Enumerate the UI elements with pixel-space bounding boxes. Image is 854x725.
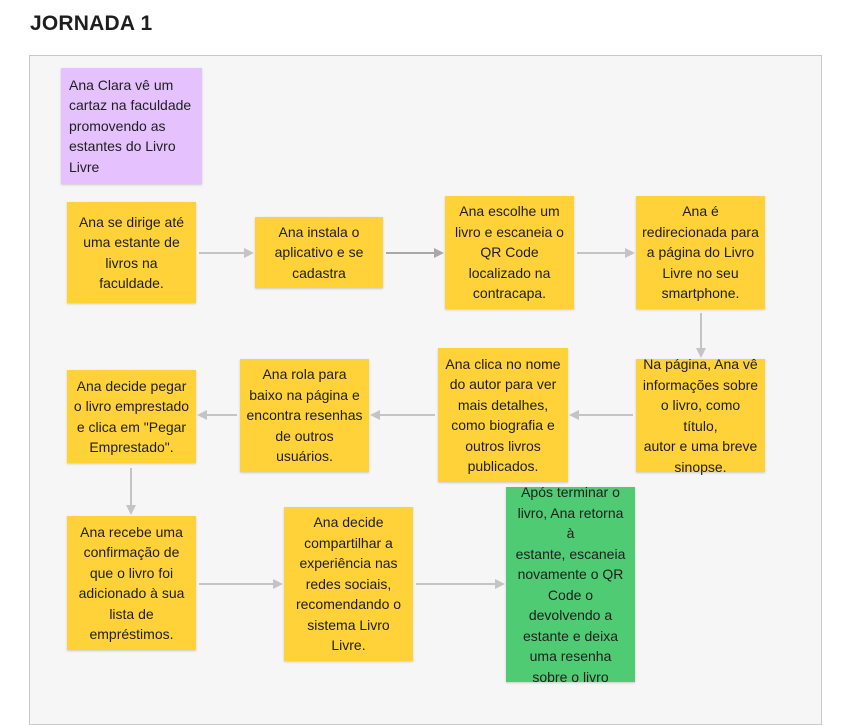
sticky-note-step10[interactable]: Ana decide compartilhar a experiência na… bbox=[284, 507, 413, 661]
sticky-note-step2[interactable]: Ana instala o aplicativo e se cadastra bbox=[255, 217, 383, 288]
sticky-note-step6[interactable]: Ana clica no nome do autor para ver mais… bbox=[438, 348, 568, 482]
sticky-note-step3[interactable]: Ana escolhe um livro e escaneia o QR Cod… bbox=[445, 196, 574, 309]
sticky-note-step11[interactable]: Após terminar o livro, Ana retorna à est… bbox=[506, 484, 635, 685]
sticky-note-step5[interactable]: Na página, Ana vê informações sobre o li… bbox=[636, 356, 765, 475]
sticky-note-intro[interactable]: Ana Clara vê um cartaz na faculdade prom… bbox=[61, 68, 202, 184]
sticky-note-step9[interactable]: Ana recebe uma confirmação de que o livr… bbox=[67, 516, 196, 650]
flow-arrows bbox=[126, 248, 706, 589]
sticky-note-step4[interactable]: Ana é redirecionada para a página do Liv… bbox=[636, 196, 765, 309]
sticky-note-step7[interactable]: Ana rola para baixo na página e encontra… bbox=[240, 359, 369, 472]
page-title: JORNADA 1 bbox=[30, 12, 153, 35]
sticky-note-step8[interactable]: Ana decide pegar o livro emprestado e cl… bbox=[67, 370, 196, 463]
sticky-note-step1[interactable]: Ana se dirige até uma estante de livros … bbox=[67, 202, 196, 303]
